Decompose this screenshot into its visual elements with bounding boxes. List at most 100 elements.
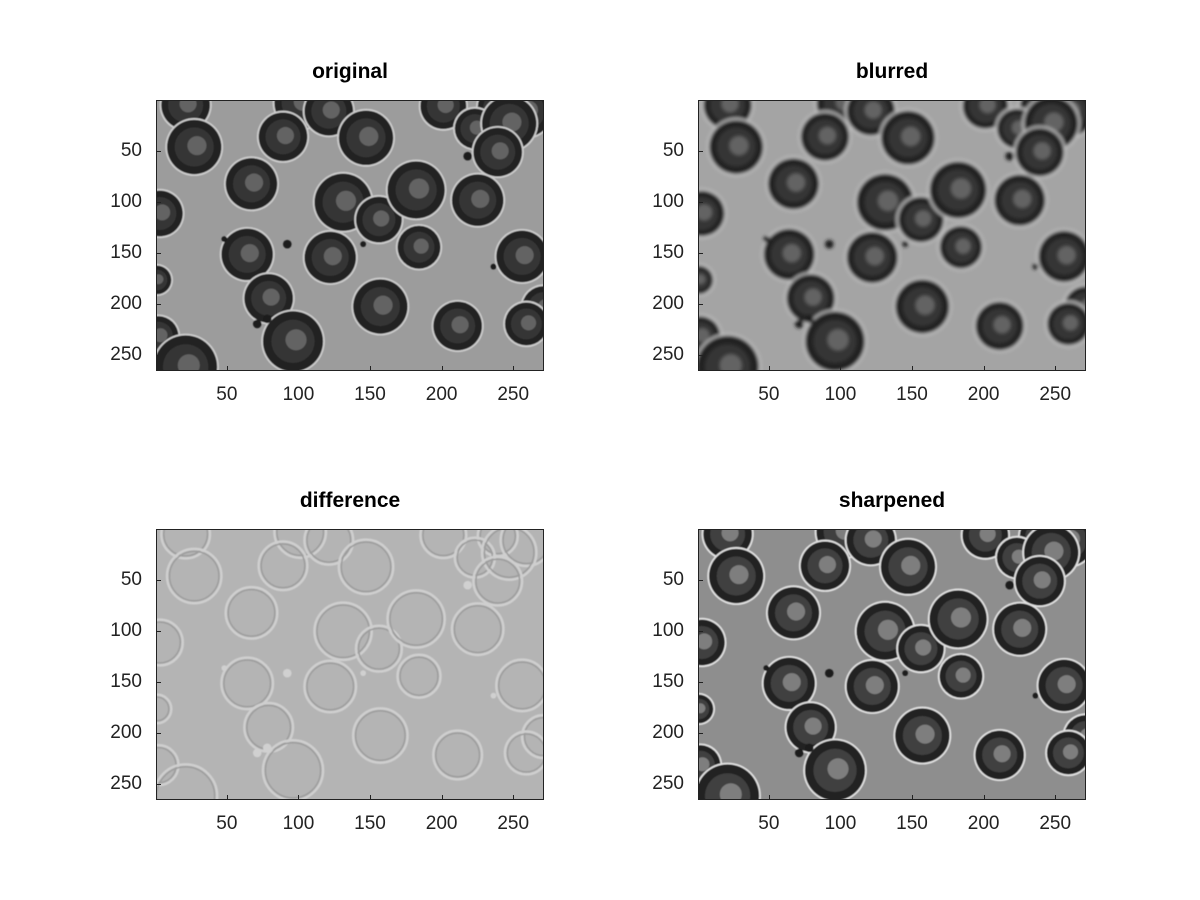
x-tick-label: 200	[425, 813, 458, 834]
x-tick-mark	[983, 366, 985, 371]
cell-center	[373, 210, 390, 227]
x-tick-mark	[1055, 366, 1057, 371]
cell-outline	[303, 659, 358, 714]
cell-outline	[450, 602, 505, 657]
y-tick-mark	[156, 304, 161, 306]
y-tick-mark	[698, 150, 703, 152]
y-tick-mark	[156, 733, 161, 735]
cell-outline	[354, 624, 404, 673]
cell-center	[915, 210, 932, 227]
cell-outline-inner	[389, 592, 444, 646]
cell-center	[864, 530, 882, 548]
cell-center	[179, 101, 197, 113]
cell-outline	[157, 763, 219, 799]
cell-outline-inner	[306, 662, 355, 711]
cell-center	[335, 190, 357, 211]
cell-center	[979, 101, 996, 113]
cell-center	[782, 673, 801, 692]
small-particle	[804, 314, 814, 324]
y-tick-label: 150	[110, 670, 142, 692]
x-tick-label: 250	[497, 384, 530, 405]
y-tick-mark	[698, 252, 703, 254]
y-tick-mark	[698, 784, 703, 786]
y-tick-label: 200	[110, 293, 142, 315]
cell-center	[322, 101, 340, 119]
x-tick-mark	[226, 795, 228, 800]
cell-outline-inner	[168, 550, 220, 602]
x-tick-mark	[1055, 795, 1057, 800]
cell-image	[157, 530, 543, 799]
cell-center	[471, 189, 490, 208]
cell-center	[955, 667, 971, 683]
cell-center	[187, 136, 207, 156]
cell-outline	[337, 538, 395, 596]
cell-center	[157, 274, 164, 285]
cell-outline	[499, 530, 543, 568]
x-tick-label: 250	[1039, 813, 1072, 834]
cell-center	[699, 757, 710, 772]
cell-center	[719, 354, 742, 370]
cell-outline	[386, 589, 447, 649]
cell-outline	[220, 656, 275, 711]
x-tick-mark	[298, 366, 300, 371]
panel-title: blurred	[855, 60, 929, 83]
cell-center	[865, 247, 884, 266]
x-tick-label: 50	[216, 813, 238, 834]
cell-center	[408, 178, 430, 199]
cell-center	[721, 530, 739, 542]
cell-outline	[273, 530, 328, 560]
x-tick-label: 200	[425, 384, 458, 405]
y-tick-mark	[156, 150, 161, 152]
y-tick-mark	[698, 733, 703, 735]
x-tick-mark	[912, 795, 914, 800]
cell-center	[804, 288, 822, 306]
cell-outline-inner	[340, 541, 392, 593]
x-tick-mark	[983, 795, 985, 800]
cell-center	[955, 238, 971, 254]
cell-outline-inner	[157, 621, 182, 664]
x-tick-label: 100	[282, 813, 315, 834]
cell-center	[413, 238, 429, 254]
small-particle	[262, 743, 272, 753]
cell-center	[827, 758, 849, 780]
small-particle	[360, 670, 367, 677]
cell-outline	[480, 530, 538, 581]
cell-outline-inner	[357, 627, 401, 670]
y-tick-mark	[156, 579, 161, 581]
cell-outline	[257, 540, 309, 592]
y-tick-mark	[698, 355, 703, 357]
cell-outline	[165, 547, 223, 605]
cell-image	[157, 101, 543, 370]
x-tick-mark	[768, 795, 770, 800]
y-tick-mark	[156, 784, 161, 786]
cell-outline	[351, 707, 409, 765]
cell-center	[993, 316, 1011, 334]
small-particle	[794, 319, 804, 329]
y-tick-label: 100	[110, 190, 142, 212]
x-tick-mark	[513, 795, 515, 800]
cell-center	[451, 316, 469, 334]
small-particle	[463, 151, 472, 161]
cell-center	[950, 178, 972, 199]
cell-center	[915, 639, 932, 656]
cell-center	[993, 745, 1011, 763]
y-tick-mark	[698, 630, 703, 632]
cell-center	[157, 204, 171, 221]
y-tick-label: 50	[120, 139, 142, 161]
cell-outline-inner	[306, 530, 352, 563]
cell-center	[1013, 189, 1032, 208]
y-tick-label: 150	[652, 670, 684, 692]
cell-center	[262, 288, 280, 306]
panel-title: original	[312, 60, 388, 83]
cell-center	[699, 328, 710, 343]
x-tick-mark	[298, 795, 300, 800]
y-tick-mark	[698, 579, 703, 581]
x-tick-mark	[912, 366, 914, 371]
y-tick-mark	[698, 201, 703, 203]
x-tick-mark	[441, 366, 443, 371]
cell-outline	[419, 530, 468, 560]
cell-outline	[495, 658, 543, 713]
cell-outline	[157, 618, 185, 667]
cell-center	[1057, 246, 1076, 265]
small-particle	[794, 748, 804, 758]
